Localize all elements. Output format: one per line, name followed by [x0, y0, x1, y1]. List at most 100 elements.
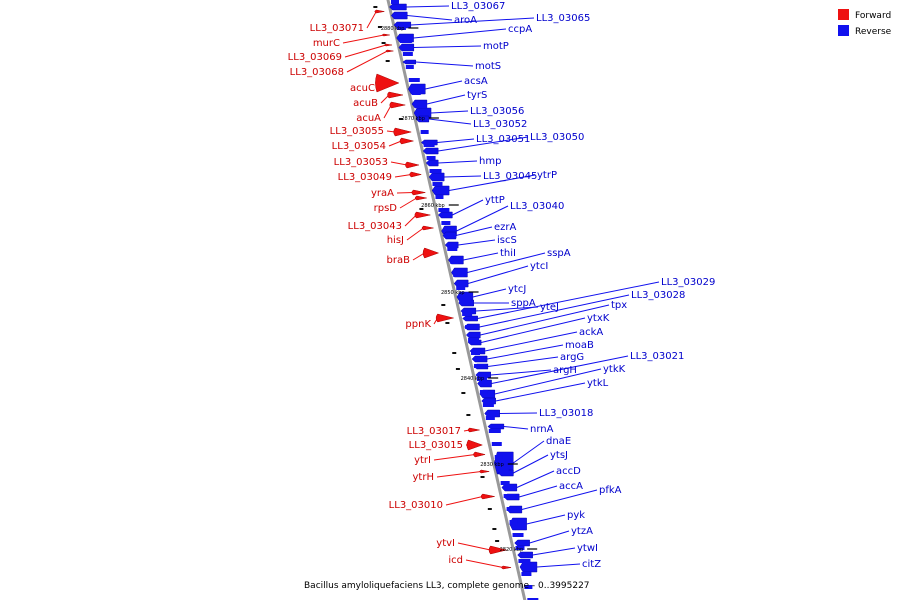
leader-line: [465, 559, 504, 568]
reverse-feature: [444, 234, 457, 238]
reverse-feature: [399, 39, 412, 43]
forward-feature: [393, 127, 412, 137]
forward-feature: [375, 73, 400, 93]
gene-label-reverse: LL3_03065: [536, 13, 590, 24]
leader-line: [445, 496, 483, 506]
reverse-feature: [428, 172, 445, 182]
gene-label-forward: braB: [387, 255, 411, 266]
gene-label-forward: LL3_03015: [409, 440, 463, 451]
reverse-feature: [519, 561, 538, 573]
reverse-feature: [479, 390, 488, 394]
leader-line: [383, 104, 392, 119]
gene-label-reverse: hmp: [479, 156, 501, 167]
reverse-feature: [432, 182, 443, 186]
reverse-feature: [459, 299, 472, 303]
gene-label-reverse: LL3_03050: [530, 132, 584, 143]
leader-line: [433, 454, 476, 461]
leader-line: [457, 542, 491, 551]
leader-line: [532, 547, 576, 556]
tick-label: 2840 kbp: [461, 376, 485, 382]
legend: Forward Reverse: [838, 9, 892, 37]
forward-feature: [409, 171, 422, 178]
leader-line: [452, 199, 484, 216]
gene-label-reverse: aroA: [454, 15, 477, 26]
reverse-feature: [476, 377, 487, 381]
reverse-feature: [517, 551, 533, 559]
gene-label-reverse: ccpA: [508, 24, 532, 35]
leader-line: [394, 174, 412, 178]
forward-feature: [435, 313, 454, 323]
gene-label-forward: LL3_03053: [334, 157, 388, 168]
reverse-feature: [465, 325, 474, 329]
gene-label-reverse: ytsJ: [550, 450, 568, 461]
leader-line: [463, 252, 499, 261]
gene-label-forward: rpsD: [374, 203, 398, 214]
leader-line: [413, 45, 482, 48]
leader-line: [430, 110, 469, 114]
gene-label-reverse: ytzA: [571, 526, 593, 537]
gene-label-forward: ppnK: [405, 319, 431, 330]
reverse-feature: [453, 273, 465, 277]
gene-label-forward: acuC: [350, 83, 375, 94]
gene-label-reverse: LL3_03029: [661, 277, 715, 288]
leader-line: [536, 563, 581, 568]
gene-label-reverse: ytkK: [603, 364, 626, 375]
gene-label-reverse: sppA: [511, 298, 536, 309]
reverse-feature: [482, 403, 494, 407]
reverse-feature: [465, 331, 481, 339]
forward-feature: [384, 43, 393, 47]
reverse-feature: [473, 364, 486, 368]
forward-feature: [501, 565, 512, 570]
forward-feature: [399, 137, 414, 145]
gene-label-forward: ytrH: [413, 472, 434, 483]
gene-label-reverse: iscS: [497, 235, 517, 246]
tick-label: 2860 kbp: [421, 203, 445, 209]
gene-label-reverse: sspA: [547, 248, 571, 259]
leader-line: [484, 331, 578, 352]
minor-feature: [452, 352, 457, 354]
reverse-feature: [509, 520, 518, 524]
minor-feature: [492, 528, 497, 530]
reverse-feature: [488, 429, 501, 433]
gene-label-forward: LL3_03069: [288, 52, 342, 63]
reverse-feature: [402, 52, 413, 56]
reverse-feature: [437, 211, 453, 219]
gene-label-reverse: argH: [553, 365, 577, 376]
leader-line: [477, 281, 660, 319]
leader-line: [449, 174, 536, 191]
reverse-feature: [425, 159, 439, 167]
gene-label-forward: icd: [448, 555, 463, 566]
gene-label-reverse: ytkL: [587, 378, 609, 389]
forward-feature: [488, 545, 507, 555]
forward-feature: [480, 493, 495, 500]
leader-line: [499, 412, 538, 414]
forward-feature: [387, 91, 404, 99]
gene-label-reverse: pfkA: [599, 485, 622, 496]
gene-labels: LL3_03067 aroA LL3_03065 ccpA motP motS acsA ty…: [288, 1, 716, 570]
tick-label: 2830 kbp: [480, 462, 504, 468]
leader-line: [487, 356, 559, 367]
reverse-feature: [521, 572, 532, 576]
reverse-feature: [423, 143, 435, 147]
gene-label-reverse: LL3_03028: [631, 290, 685, 301]
leader-line: [521, 489, 598, 510]
leader-line: [406, 5, 450, 8]
reverse-feature: [487, 423, 505, 430]
reverse-feature: [462, 312, 473, 316]
leader-line: [513, 454, 549, 474]
gene-label-reverse: LL3_03045: [483, 171, 537, 182]
tick-label: 2850 kbp: [441, 290, 465, 296]
reverse-feature: [393, 13, 405, 17]
reverse-feature: [506, 507, 517, 511]
reverse-feature: [398, 43, 415, 52]
gene-label-reverse: LL3_03051: [476, 134, 530, 145]
gene-label-reverse: ackA: [579, 327, 603, 338]
minor-feature: [419, 208, 424, 210]
leader-line: [467, 252, 546, 273]
gene-label-reverse: nrnA: [530, 424, 554, 435]
leader-line: [410, 17, 535, 26]
gene-label-reverse: tyrS: [467, 90, 487, 101]
tick-label: 2880 kbp: [381, 26, 405, 32]
leader-line: [526, 514, 566, 525]
gene-label-reverse: ytxK: [587, 313, 610, 324]
